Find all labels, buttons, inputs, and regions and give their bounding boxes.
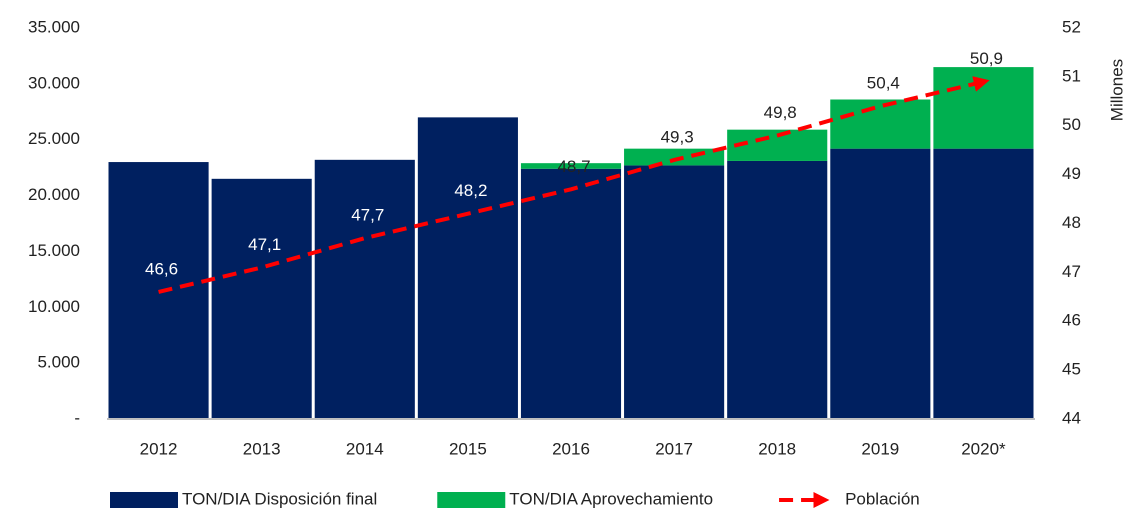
y2-tick-label: 45 [1062, 360, 1081, 379]
y-tick-label: 35.000 [28, 17, 80, 36]
legend-label: TON/DIA Disposición final [182, 489, 377, 508]
bar [520, 168, 622, 419]
y2-tick-label: 52 [1062, 17, 1081, 36]
x-tick-label: 2020* [961, 439, 1006, 458]
y2-tick-label: 46 [1062, 311, 1081, 330]
legend-label: TON/DIA Aprovechamiento [509, 489, 713, 508]
x-tick-label: 2019 [861, 439, 899, 458]
y-tick-label: 25.000 [28, 129, 80, 148]
x-tick-label: 2018 [758, 439, 796, 458]
data-label: 50,4 [867, 74, 900, 93]
y2-tick-label: 44 [1062, 408, 1081, 427]
x-tick-label: 2012 [140, 439, 178, 458]
y2-tick-label: 48 [1062, 213, 1081, 232]
data-label: 47,1 [248, 235, 281, 254]
y-tick-label: 20.000 [28, 185, 80, 204]
x-tick-label: 2014 [346, 439, 384, 458]
data-label: 48,2 [454, 181, 487, 200]
y2-axis-title: Millones [1107, 59, 1126, 121]
y-tick-label: 30.000 [28, 73, 80, 92]
bar [417, 117, 518, 419]
data-label: 49,8 [764, 103, 797, 122]
bar [211, 178, 312, 419]
legend-label: Población [845, 489, 920, 508]
x-tick-label: 2016 [552, 439, 590, 458]
bar [933, 148, 1034, 419]
data-label: 50,9 [970, 49, 1003, 68]
x-tick-label: 2017 [655, 439, 693, 458]
bar [933, 67, 1034, 149]
bar [520, 163, 622, 169]
x-tick-label: 2015 [449, 439, 487, 458]
x-tick-label: 2013 [243, 439, 281, 458]
y-tick-label: - [74, 408, 80, 427]
y-tick-label: 15.000 [28, 241, 80, 260]
y2-tick-label: 50 [1062, 115, 1081, 134]
bar [624, 148, 725, 166]
bar [624, 165, 725, 419]
legend-marker [437, 492, 506, 508]
bar [830, 99, 931, 149]
y-tick-label: 5.000 [37, 353, 80, 372]
data-label: 48,7 [557, 157, 590, 176]
bar [727, 160, 828, 419]
data-label: 49,3 [661, 127, 694, 146]
y2-tick-label: 51 [1062, 66, 1081, 85]
y2-tick-label: 47 [1062, 262, 1081, 281]
bar [830, 148, 931, 419]
line-series [158, 76, 990, 294]
data-label: 47,7 [351, 206, 384, 225]
y-tick-label: 10.000 [28, 297, 80, 316]
bar [314, 159, 415, 419]
y2-tick-label: 49 [1062, 164, 1081, 183]
data-label: 46,6 [145, 259, 178, 278]
legend-marker [110, 492, 178, 508]
